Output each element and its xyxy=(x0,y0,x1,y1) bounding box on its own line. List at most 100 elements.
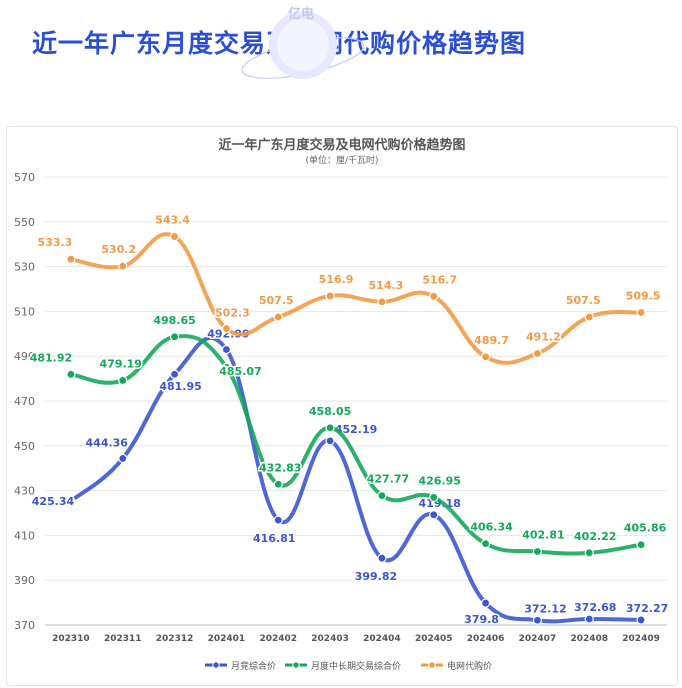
legend-marker xyxy=(292,661,300,669)
data-label: 379.8 xyxy=(464,613,499,626)
data-label: 372.27 xyxy=(626,602,668,615)
data-label: 491.2 xyxy=(526,331,561,344)
data-point xyxy=(221,344,232,355)
data-label: 432.83 xyxy=(259,461,301,474)
data-label: 444.36 xyxy=(86,436,129,449)
legend-item: 月度中长期交易综合价 xyxy=(311,660,401,672)
data-point xyxy=(429,291,439,301)
data-label: 485.07 xyxy=(219,365,261,378)
data-point xyxy=(584,614,594,624)
legend-marker xyxy=(428,661,436,669)
data-label: 489.7 xyxy=(474,334,509,347)
chart-card: 近一年广东月度交易及电网代购价格趋势图 (单位：厘/千瓦时) 370 390 410 43… xyxy=(6,126,678,686)
x-tick-label: 202310 xyxy=(52,634,90,644)
data-point xyxy=(377,490,387,501)
series-line xyxy=(68,334,644,556)
data-label: 507.5 xyxy=(566,294,601,307)
data-point xyxy=(636,307,646,318)
data-label: 458.05 xyxy=(309,405,351,418)
data-label: 419.18 xyxy=(419,497,461,510)
data-point xyxy=(480,598,491,608)
data-label: 402.22 xyxy=(574,530,616,543)
data-point xyxy=(325,423,335,433)
data-point xyxy=(325,436,335,446)
data-point xyxy=(377,297,387,307)
x-tick-label: 202401 xyxy=(208,634,246,644)
y-tick-label: 530 xyxy=(14,261,35,274)
data-point xyxy=(118,453,128,464)
legend-item: 月竞综合价 xyxy=(231,660,276,672)
data-label: 514.3 xyxy=(369,279,404,292)
x-tick-label: 202406 xyxy=(467,634,505,644)
data-label: 498.65 xyxy=(153,314,195,327)
x-tick-label: 202409 xyxy=(622,634,660,644)
data-label: 406.34 xyxy=(470,521,513,534)
x-tick-label: 202404 xyxy=(363,634,401,644)
data-label: 402.81 xyxy=(522,529,564,542)
data-point xyxy=(584,548,594,558)
y-tick-label: 450 xyxy=(14,440,35,453)
data-label: 507.5 xyxy=(259,294,294,307)
data-point xyxy=(169,332,180,342)
data-label: 502.3 xyxy=(215,307,250,320)
data-point xyxy=(584,312,594,322)
x-tick-label: 202402 xyxy=(259,634,297,644)
data-point xyxy=(118,375,128,386)
x-tick-label: 202408 xyxy=(570,634,608,644)
data-label: 516.9 xyxy=(319,273,354,286)
y-tick-label: 510 xyxy=(14,305,35,318)
data-label: 399.82 xyxy=(355,570,397,583)
x-tick-label: 202311 xyxy=(104,634,142,644)
data-label: 405.86 xyxy=(624,522,667,535)
logo-orbit-decoration: 亿电 xyxy=(241,6,365,79)
data-label: 516.7 xyxy=(422,273,457,286)
data-label: 425.34 xyxy=(32,495,75,508)
data-point xyxy=(273,479,283,489)
data-label: 481.95 xyxy=(159,380,201,393)
data-point xyxy=(221,324,232,334)
data-point xyxy=(66,369,76,379)
y-tick-label: 390 xyxy=(14,574,35,587)
y-tick-label: 370 xyxy=(14,619,35,632)
data-point xyxy=(429,510,439,520)
data-label: 426.95 xyxy=(419,474,461,487)
data-point xyxy=(221,362,232,372)
line-chart: 近一年广东月度交易及电网代购价格趋势图(单位：厘/千瓦时) 370 390 410 43… xyxy=(14,137,670,672)
x-tick-label: 202403 xyxy=(311,634,349,644)
data-label: 372.68 xyxy=(574,601,616,614)
data-label: 416.81 xyxy=(253,532,295,545)
y-tick-label: 470 xyxy=(14,395,35,408)
data-point xyxy=(66,254,76,264)
data-point xyxy=(377,553,387,563)
data-label: 452.19 xyxy=(335,423,377,436)
data-label: 481.92 xyxy=(30,351,72,364)
legend-marker xyxy=(212,661,220,669)
data-point xyxy=(169,369,180,379)
chart-subtitle: (单位：厘/千瓦时) xyxy=(305,154,378,166)
y-tick-label: 570 xyxy=(14,171,35,184)
y-tick-label: 410 xyxy=(14,529,35,542)
data-point xyxy=(480,538,491,549)
x-tick-label: 202312 xyxy=(156,634,194,644)
data-point xyxy=(532,348,543,359)
data-point xyxy=(66,496,76,506)
chart-title: 近一年广东月度交易及电网代购价格趋势图 xyxy=(218,137,465,153)
data-point xyxy=(169,231,180,242)
data-label: 479.19 xyxy=(100,357,142,370)
y-tick-label: 430 xyxy=(14,485,35,498)
data-label: 509.5 xyxy=(626,290,661,303)
series-line xyxy=(68,232,644,365)
data-label: 492.99 xyxy=(207,328,249,341)
data-label: 533.3 xyxy=(38,236,73,249)
data-label: 543.4 xyxy=(155,214,190,227)
y-tick-label: 550 xyxy=(14,216,35,229)
data-point xyxy=(325,291,335,301)
data-label: 427.77 xyxy=(367,473,409,486)
data-point xyxy=(532,615,543,625)
data-point xyxy=(273,312,283,322)
data-point xyxy=(429,492,439,503)
legend-item: 电网代购价 xyxy=(447,660,492,672)
x-tick-label: 202405 xyxy=(415,634,453,644)
data-point xyxy=(273,515,283,525)
y-tick-label: 490 xyxy=(14,350,35,363)
